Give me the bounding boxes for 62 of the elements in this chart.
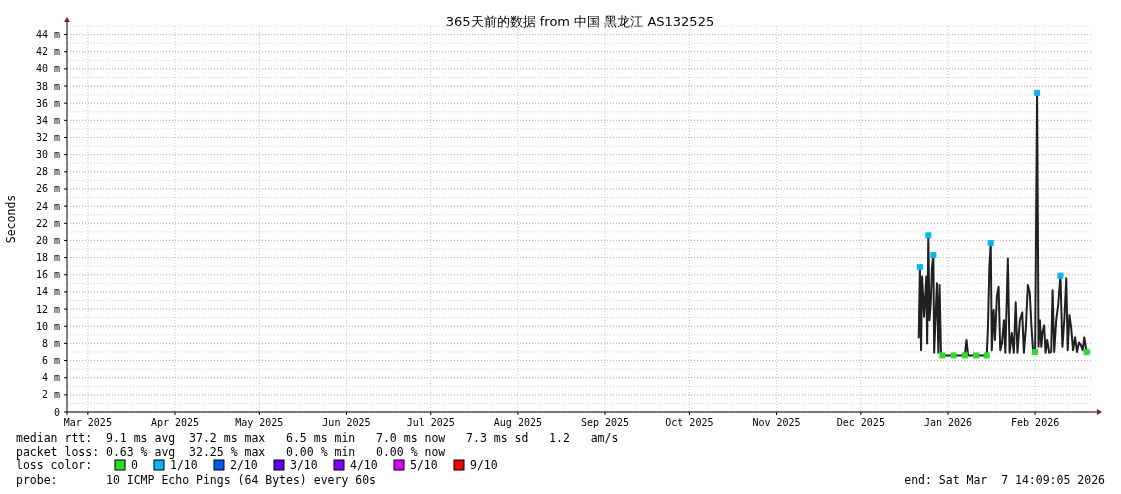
- point: [939, 352, 946, 359]
- point: [1057, 272, 1064, 279]
- x-tick-label: Jan 2026: [923, 417, 973, 428]
- y-tick-label: 12 m: [35, 303, 60, 315]
- point: [925, 232, 932, 239]
- y-tick-label: 26 m: [35, 183, 60, 195]
- x-tick-label: Mar 2025: [63, 417, 112, 428]
- point: [916, 264, 923, 271]
- point: [983, 352, 990, 359]
- legend-label: 5/10: [410, 458, 438, 472]
- text: packet loss: 0.63 % avg 32.25 % max 0.00 % min 0.00 % now: [16, 445, 446, 459]
- x-tick-label: Oct 2025: [665, 417, 714, 428]
- y-axis-title: Seconds: [4, 194, 18, 244]
- y-tick-label: 32 m: [35, 132, 60, 144]
- y-tick-label: 38 m: [35, 80, 60, 92]
- y-tick-label: 20 m: [35, 234, 60, 246]
- y-tick-label: 24 m: [35, 200, 60, 212]
- point: [1034, 89, 1041, 96]
- x-tick-label: Jul 2025: [406, 417, 455, 428]
- y-tick-label: 34 m: [35, 114, 60, 126]
- x-tick-label: Apr 2025: [150, 417, 200, 428]
- point: [987, 240, 994, 247]
- x-tick-label: Feb 2026: [1011, 417, 1060, 428]
- point: [1083, 348, 1090, 355]
- legend-label: 9/10: [470, 458, 498, 472]
- legend-label: 2/10: [230, 458, 258, 472]
- point: [1032, 348, 1039, 355]
- y-tick-label: 6 m: [41, 355, 60, 367]
- y-tick-label: 10 m: [35, 320, 60, 332]
- y-tick-label: 14 m: [35, 286, 60, 298]
- x-tick-label: Nov 2025: [752, 417, 801, 428]
- y-tick-label: 28 m: [35, 166, 60, 178]
- text: median rtt: 9.1 ms avg 37.2 ms max 6.5 ms min 7.0 ms now 7.3 ms sd 1.2 am/s: [16, 431, 619, 445]
- point: [950, 352, 957, 359]
- y-tick-label: 36 m: [35, 97, 60, 109]
- x-tick-label: Jun 2025: [322, 417, 371, 428]
- y-tick-label: 18 m: [35, 252, 60, 264]
- y-tick-label: 44 m: [35, 29, 60, 41]
- y-tick-label: 4 m: [41, 372, 60, 384]
- point: [930, 252, 937, 259]
- legend-label: 1/10: [170, 458, 198, 472]
- chart-title: 365天前的数据 from 中国 黑龙江 AS132525: [445, 14, 715, 29]
- y-tick-label: 0: [53, 406, 60, 418]
- point: [973, 352, 980, 359]
- y-tick-label: 42 m: [35, 46, 60, 58]
- y-tick-label: 8 m: [41, 337, 60, 349]
- y-tick-label: 16 m: [35, 269, 60, 281]
- y-tick-label: 22 m: [35, 217, 60, 229]
- legend-label: 3/10: [290, 458, 318, 472]
- x-tick-label: Aug 2025: [493, 417, 542, 428]
- legend-label: 4/10: [350, 458, 378, 472]
- legend-label: 0: [131, 458, 138, 472]
- x-tick-label: May 2025: [235, 417, 284, 428]
- y-tick-label: 30 m: [35, 149, 60, 161]
- x-tick-label: Sep 2025: [580, 417, 630, 428]
- y-tick-label: 2 m: [41, 389, 60, 401]
- y-tick-label: 40 m: [35, 63, 60, 75]
- text: end: Sat Mar 7 14:09:05 2026: [904, 473, 1106, 487]
- x-tick-label: Dec 2025: [836, 417, 885, 428]
- text: probe: 10 ICMP Echo Pings (64 Bytes) every 60s: [16, 473, 377, 487]
- point: [961, 352, 968, 359]
- legend-title: loss color:: [16, 458, 93, 472]
